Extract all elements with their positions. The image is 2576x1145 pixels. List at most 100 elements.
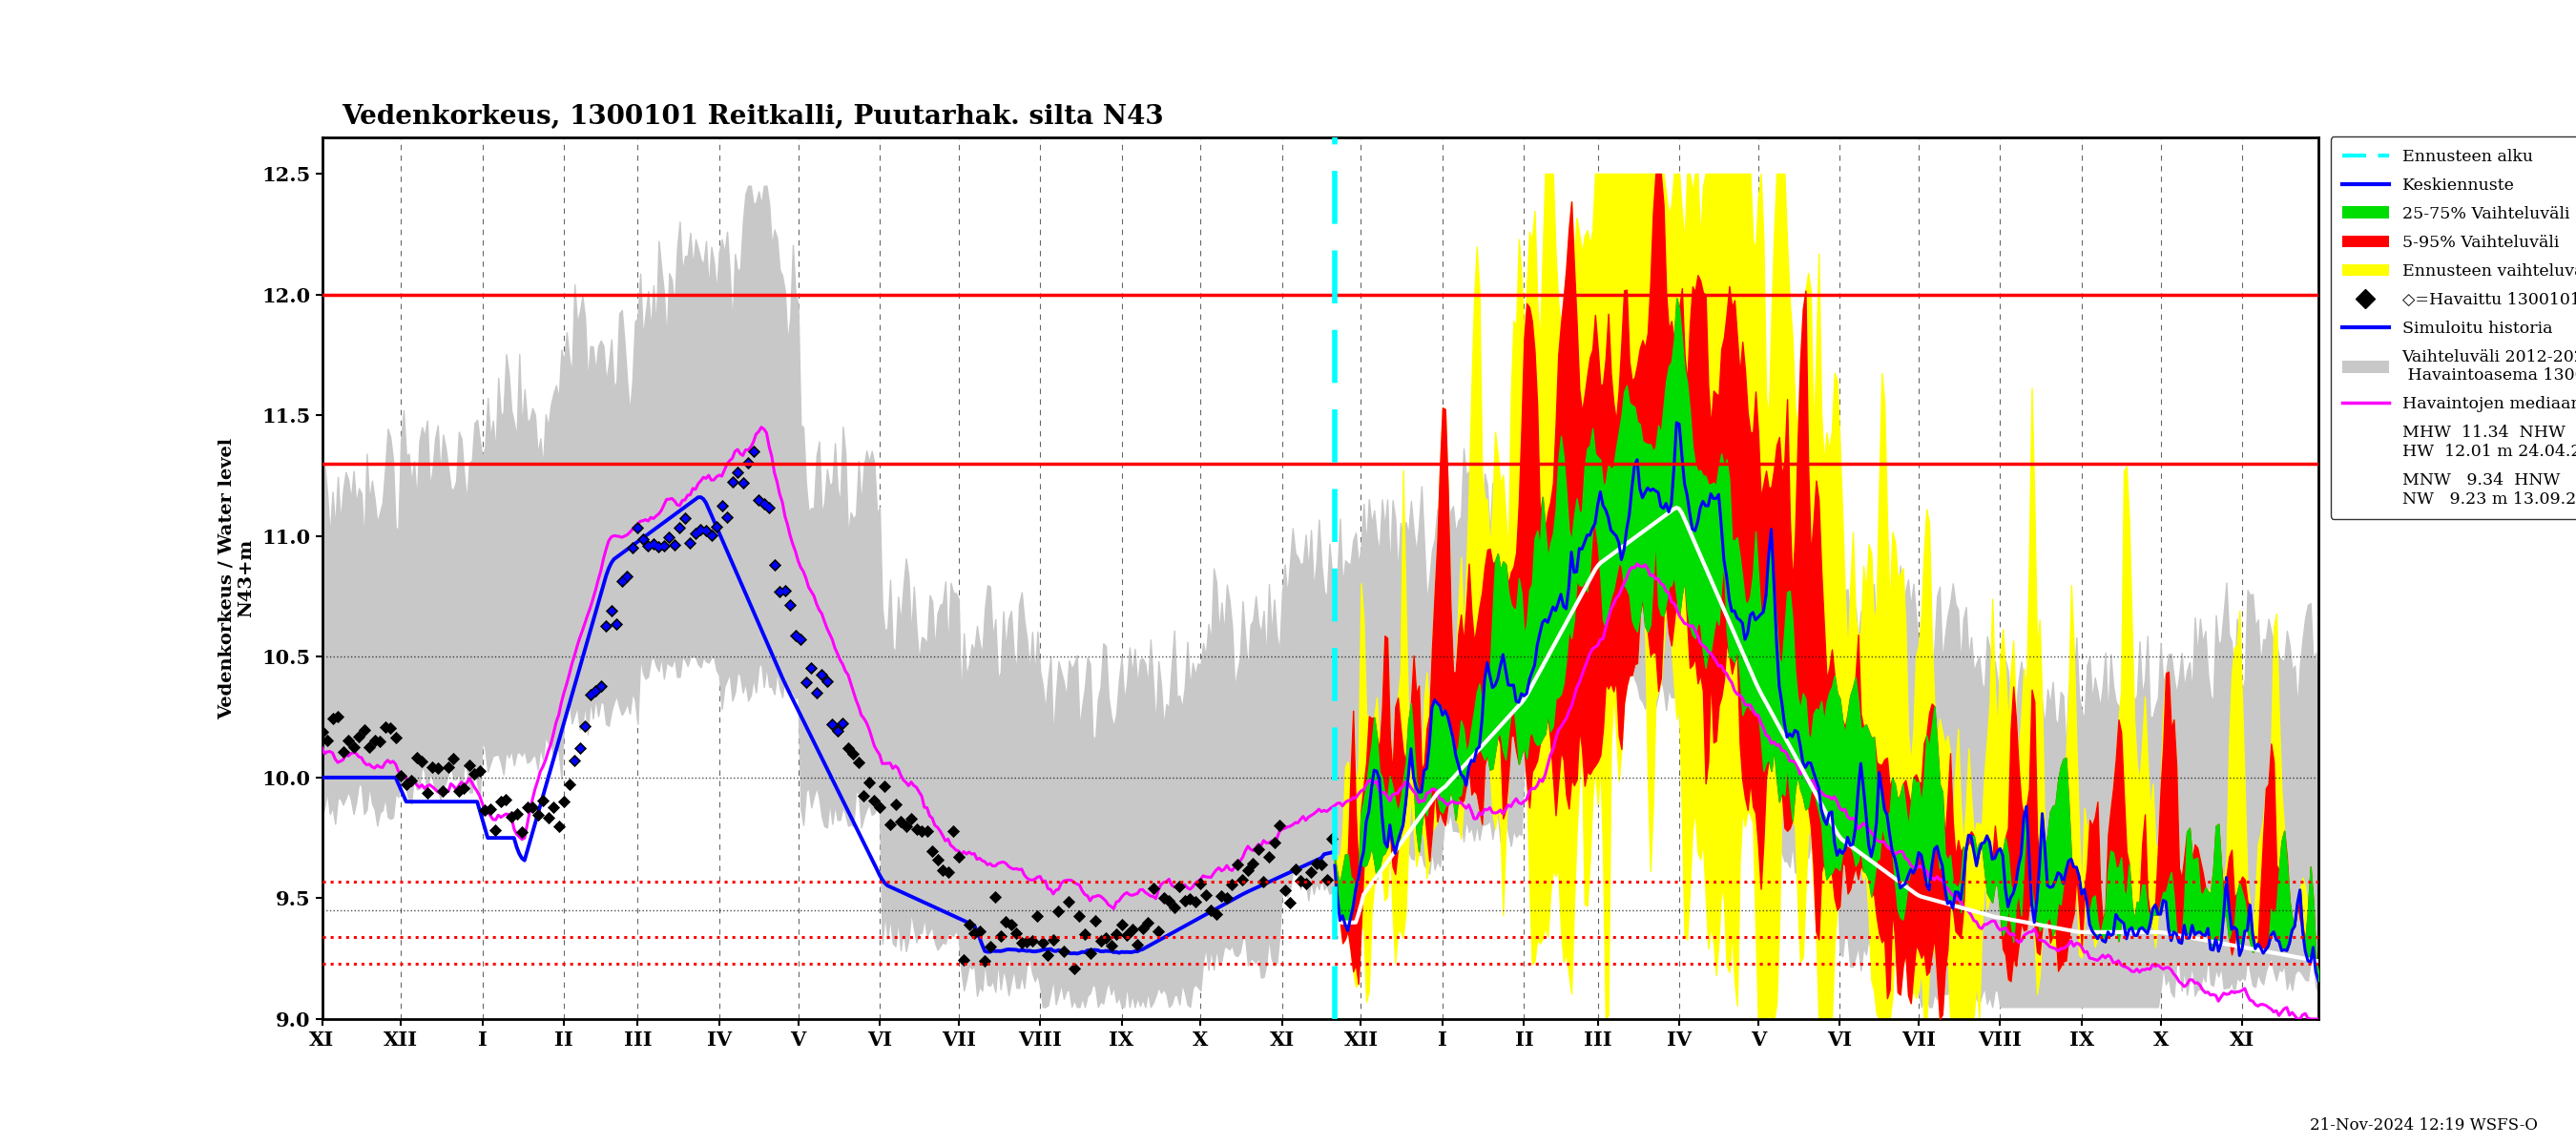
Point [806,672,848,690]
Point [1200,886,1242,905]
Point [464,800,505,819]
Point [907,822,948,840]
Point [1221,870,1262,889]
Point [580,677,621,695]
Point [469,800,510,819]
Point [770,595,811,614]
Text: 21-Nov-2024 12:19 WSFS-O: 21-Nov-2024 12:19 WSFS-O [2311,1118,2537,1134]
Point [523,791,564,810]
Point [574,681,616,700]
Point [1079,932,1121,950]
Point [675,524,716,543]
Point [781,630,822,648]
Point [422,782,464,800]
Point [654,536,696,554]
Point [634,535,675,553]
Point [605,567,647,585]
Point [407,784,448,803]
Point [590,602,631,621]
Point [1180,875,1221,893]
Point [750,498,791,516]
Point [459,761,500,780]
Point [1090,937,1131,955]
Point [958,922,999,940]
Point [1249,848,1291,867]
Point [786,673,827,692]
Point [706,508,747,527]
Point [659,519,701,537]
Point [685,521,726,539]
Point [775,626,817,645]
Point [1139,922,1180,940]
Point [938,847,979,866]
Point [832,744,873,763]
Point [848,773,889,791]
Point [623,530,665,548]
Point [317,708,358,726]
Point [448,756,489,774]
Point [600,571,641,590]
Point [781,630,822,648]
Point [953,924,994,942]
Point [1018,907,1059,925]
Point [721,473,762,491]
Point [549,775,590,793]
Point [327,732,368,750]
Point [654,536,696,554]
Point [618,519,659,537]
Point [381,766,422,784]
Point [479,792,520,811]
Point [817,721,858,740]
Point [605,567,647,585]
Point [827,740,868,758]
Point [744,495,786,513]
Point [755,555,796,574]
Point [1280,871,1321,890]
Point [696,518,737,536]
Point [791,658,832,677]
Point [1296,854,1337,872]
Point [569,686,611,704]
Point [760,582,801,600]
Point [348,737,389,756]
Point [1133,879,1175,898]
Point [744,495,786,513]
Point [1043,942,1084,961]
Point [680,521,721,539]
Point [1211,876,1252,894]
Point [564,717,605,735]
Point [1064,925,1105,943]
Point [858,798,899,816]
Point [737,491,778,510]
Point [618,519,659,537]
Point [1054,960,1095,978]
Point [629,536,670,554]
Point [1275,860,1316,878]
Point [611,538,652,556]
Point [750,498,791,516]
Point [554,751,595,769]
Point [474,821,515,839]
Point [497,805,538,823]
Y-axis label: Vedenkorkeus / Water level
N43+m: Vedenkorkeus / Water level N43+m [219,437,255,719]
Point [979,926,1020,945]
Point [1170,890,1211,908]
Point [933,822,974,840]
Point [1084,929,1126,947]
Point [502,823,544,842]
Point [312,709,353,727]
Point [397,748,438,766]
Point [801,665,842,684]
Point [726,453,768,472]
Point [690,526,732,544]
Point [402,752,443,771]
Point [371,719,412,737]
Point [811,714,853,733]
Point [559,739,600,757]
Point [1291,863,1332,882]
Point [770,595,811,614]
Point [353,732,394,750]
Point [984,913,1025,931]
Point [595,615,636,633]
Point [891,810,933,828]
